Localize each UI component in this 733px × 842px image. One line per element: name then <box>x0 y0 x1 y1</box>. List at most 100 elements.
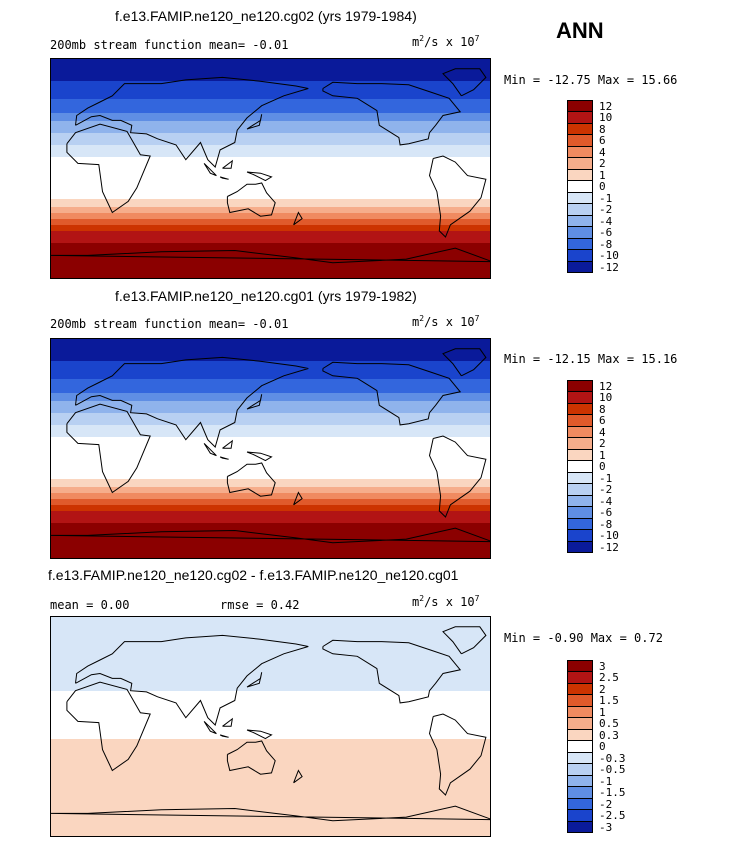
coastline <box>75 356 309 448</box>
contour-band <box>51 271 490 274</box>
contour-band <box>51 441 490 444</box>
contour-band <box>51 383 490 386</box>
contour-band <box>51 203 490 206</box>
contour-band <box>51 831 490 834</box>
colorbar-label: 2 <box>599 437 606 451</box>
panel1-map <box>50 58 491 279</box>
coastline <box>219 456 229 460</box>
contour-band <box>51 427 490 430</box>
contour-band <box>51 219 490 222</box>
contour-band <box>51 705 490 708</box>
contour-band <box>51 151 490 154</box>
contour-band <box>51 413 490 416</box>
contour-band <box>51 89 490 92</box>
contour-band <box>51 795 490 798</box>
colorbar-label: 1 <box>599 448 606 462</box>
contour-band <box>51 91 490 94</box>
coastline <box>442 626 487 655</box>
coastline <box>322 639 462 704</box>
contour-band <box>51 783 490 786</box>
contour-band <box>51 63 490 66</box>
colorbar-label: 2 <box>599 157 606 171</box>
contour-band <box>51 515 490 518</box>
contour-band <box>51 187 490 190</box>
contour-band <box>51 103 490 106</box>
contour-band <box>51 345 490 348</box>
panel3-colorbar: 3 2.5 2 1.5 1 0.5 0.3 0 -0.3 -0.5 -1 -1.5 -2 -2.5 -3 <box>567 660 647 833</box>
contour-band <box>51 547 490 550</box>
contour-band <box>51 635 490 638</box>
colorbar-label: -0.3 <box>599 751 626 765</box>
contour-band <box>51 373 490 376</box>
panel1-title: f.e13.FAMIP.ne120_ne120.cg02 (yrs 1979-1… <box>115 8 417 24</box>
contour-band <box>51 343 490 346</box>
colorbar-label: 0 <box>599 740 606 754</box>
contour-band <box>51 641 490 644</box>
coastline <box>75 634 309 726</box>
contour-band <box>51 443 490 446</box>
contour-band <box>51 129 490 132</box>
contour-band <box>51 629 490 632</box>
contour-band <box>51 265 490 268</box>
contour-band <box>51 215 490 218</box>
contour-band <box>51 805 490 808</box>
contour-band <box>51 727 490 730</box>
contour-band <box>51 833 490 836</box>
coastline <box>203 721 217 735</box>
contour-band <box>51 137 490 140</box>
contour-band <box>51 765 490 768</box>
contour-band <box>51 199 490 202</box>
panel3-rmse: rmse = 0.42 <box>220 598 300 612</box>
contour-band <box>51 625 490 628</box>
contour-band <box>51 341 490 344</box>
contour-band <box>51 669 490 672</box>
contour-band <box>51 449 490 452</box>
colorbar-label: -12 <box>599 260 619 274</box>
coastline <box>51 247 490 264</box>
colorbar-label: -6 <box>599 226 613 240</box>
contour-band <box>51 551 490 554</box>
contour-band <box>51 817 490 820</box>
coastline <box>222 439 233 449</box>
contour-band <box>51 679 490 682</box>
colorbar-label: 0 <box>599 180 606 194</box>
contour-band <box>51 827 490 830</box>
panel2-title: f.e13.FAMIP.ne120_ne120.cg01 (yrs 1979-1… <box>115 288 417 304</box>
colorbar-label: -2 <box>599 483 613 497</box>
panel1-minmax: Min = -12.75 Max = 15.66 <box>504 73 678 87</box>
contour-band <box>51 643 490 646</box>
contour-band <box>51 513 490 516</box>
contour-band <box>51 509 490 512</box>
contour-band <box>51 517 490 520</box>
contour-band <box>51 249 490 252</box>
colorbar-label: 4 <box>599 145 606 159</box>
contour-band <box>51 421 490 424</box>
contour-band <box>51 453 490 456</box>
contour-band <box>51 531 490 534</box>
contour-band <box>51 461 490 464</box>
contour-band <box>51 407 490 410</box>
colorbar-swatch <box>567 260 593 273</box>
contour-band <box>51 73 490 76</box>
contour-band <box>51 665 490 668</box>
colorbar-label: -2 <box>599 797 613 811</box>
contour-band <box>51 111 490 114</box>
colorbar-label: 3 <box>599 660 606 673</box>
contour-band <box>51 809 490 812</box>
contour-band <box>51 275 490 278</box>
contour-band <box>51 779 490 782</box>
contour-band <box>51 149 490 152</box>
contour-band <box>51 543 490 546</box>
contour-band <box>51 433 490 436</box>
contour-band <box>51 109 490 112</box>
contour-band <box>51 721 490 724</box>
contour-band <box>51 799 490 802</box>
contour-band <box>51 375 490 378</box>
contour-band <box>51 105 490 108</box>
contour-band <box>51 397 490 400</box>
contour-band <box>51 71 490 74</box>
panel3-minmax: Min = -0.90 Max = 0.72 <box>504 631 663 645</box>
panel2-colorbar: 12 10 8 6 4 2 1 0 -1 -2 -4 -6 -8 -10 -12 <box>567 380 647 553</box>
contour-band <box>51 545 490 548</box>
contour-band <box>51 479 490 482</box>
